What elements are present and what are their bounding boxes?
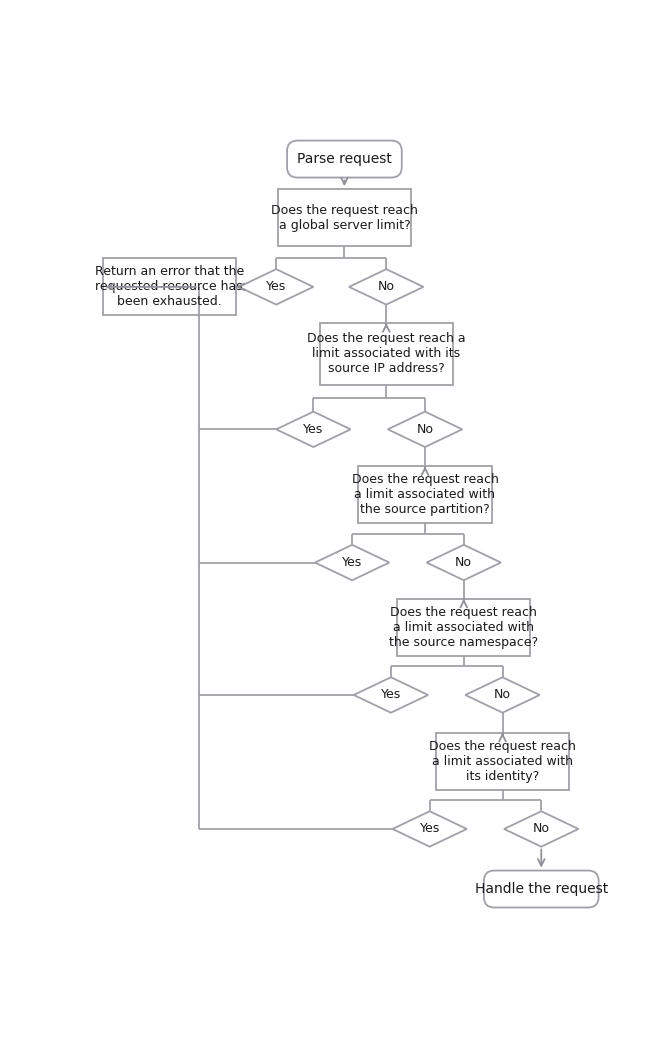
Text: Yes: Yes bbox=[419, 823, 439, 835]
Polygon shape bbox=[388, 412, 462, 447]
Text: Return an error that the
requested resource has
been exhausted.: Return an error that the requested resou… bbox=[95, 265, 244, 308]
Text: No: No bbox=[533, 823, 550, 835]
Text: Handle the request: Handle the request bbox=[474, 882, 608, 897]
Polygon shape bbox=[353, 677, 428, 713]
Polygon shape bbox=[504, 811, 579, 847]
Text: Yes: Yes bbox=[303, 422, 323, 436]
Bar bbox=[103, 259, 236, 316]
Text: Does the request reach a
limit associated with its
source IP address?: Does the request reach a limit associate… bbox=[307, 333, 466, 375]
Text: No: No bbox=[378, 281, 394, 294]
FancyBboxPatch shape bbox=[484, 870, 599, 907]
Bar bbox=[358, 467, 492, 524]
Text: No: No bbox=[494, 689, 511, 701]
Bar bbox=[320, 323, 453, 384]
Polygon shape bbox=[349, 269, 423, 304]
Text: Yes: Yes bbox=[266, 281, 286, 294]
FancyBboxPatch shape bbox=[287, 140, 402, 177]
Text: Does the request reach
a global server limit?: Does the request reach a global server l… bbox=[271, 204, 418, 231]
Text: Yes: Yes bbox=[381, 689, 401, 701]
Text: Does the request reach
a limit associated with
its identity?: Does the request reach a limit associate… bbox=[429, 739, 576, 782]
Polygon shape bbox=[276, 412, 351, 447]
Text: Does the request reach
a limit associated with
the source namespace?: Does the request reach a limit associate… bbox=[389, 606, 538, 648]
Text: Does the request reach
a limit associated with
the source partition?: Does the request reach a limit associate… bbox=[351, 473, 499, 516]
Polygon shape bbox=[465, 677, 540, 713]
Bar bbox=[278, 189, 411, 246]
Polygon shape bbox=[392, 811, 467, 847]
Bar bbox=[436, 733, 569, 790]
Polygon shape bbox=[427, 545, 501, 580]
Polygon shape bbox=[315, 545, 389, 580]
Text: No: No bbox=[417, 422, 433, 436]
Text: Parse request: Parse request bbox=[297, 152, 392, 166]
Text: Yes: Yes bbox=[342, 557, 362, 569]
Text: No: No bbox=[455, 557, 472, 569]
Bar bbox=[397, 599, 530, 656]
Polygon shape bbox=[239, 269, 313, 304]
